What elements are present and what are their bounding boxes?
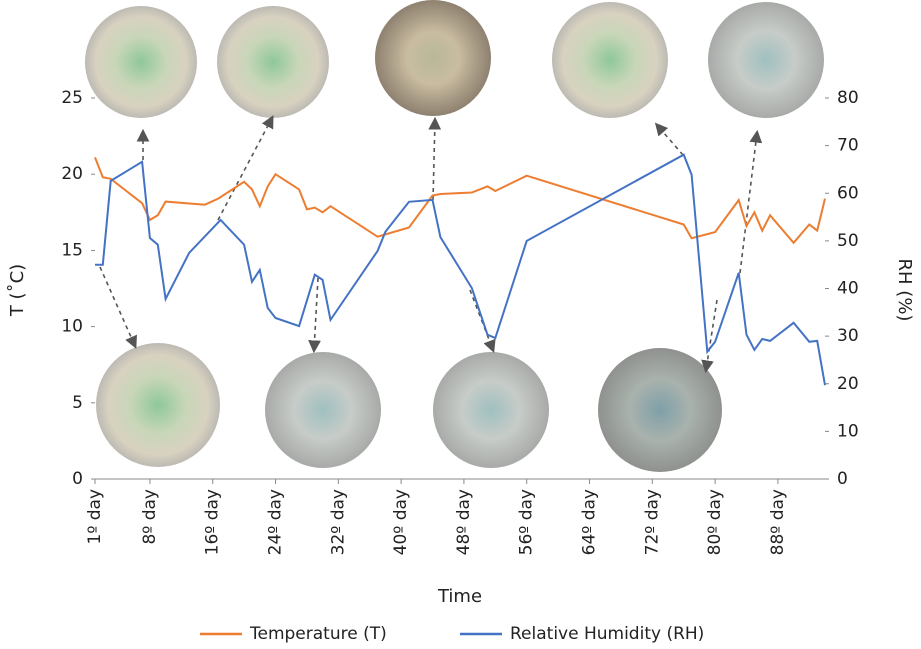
x-tick-label: 64º day xyxy=(580,489,600,555)
y2-tick-label: 60 xyxy=(837,183,859,203)
arrow xyxy=(218,118,272,220)
y-tick-label: 15 xyxy=(61,240,83,260)
photo xyxy=(85,6,197,118)
y-tick-label: 10 xyxy=(61,317,83,337)
y2-tick-label: 0 xyxy=(837,469,848,489)
y2-tick-label: 30 xyxy=(837,326,859,346)
arrow xyxy=(470,290,493,350)
photos xyxy=(85,0,824,472)
y-axis-title: T (˚C) xyxy=(7,264,28,317)
x-tick-label: 80º day xyxy=(705,489,725,555)
x-tick-label: 24º day xyxy=(266,489,286,555)
x-tick-label: 72º day xyxy=(642,489,662,555)
photo xyxy=(96,343,220,467)
legend-label: Relative Humidity (RH) xyxy=(510,624,704,644)
x-axis-title: Time xyxy=(437,586,482,607)
y-tick-label: 25 xyxy=(61,88,83,108)
y2-axis-title: RH (%) xyxy=(894,259,915,322)
y-tick-label: 20 xyxy=(61,164,83,184)
photo xyxy=(375,0,491,116)
arrow xyxy=(314,278,318,350)
photo xyxy=(598,348,722,472)
x-tick-label: 88º day xyxy=(768,489,788,555)
y2-tick-label: 70 xyxy=(837,136,859,156)
arrow xyxy=(433,120,435,200)
legend-label: Temperature (T) xyxy=(249,624,387,644)
photo xyxy=(552,2,668,118)
x-tick-label: 48º day xyxy=(454,489,474,555)
y2-tick-label: 50 xyxy=(837,231,859,251)
y2-tick-label: 10 xyxy=(837,421,859,441)
line xyxy=(95,157,825,242)
arrow xyxy=(740,133,757,273)
arrow xyxy=(657,125,683,155)
x-tick-label: 56º day xyxy=(517,489,537,555)
arrow xyxy=(100,267,135,346)
x-tick-label: 8º day xyxy=(140,489,160,545)
x-tick-label: 40º day xyxy=(391,489,411,555)
x-tick-label: 1º day xyxy=(85,489,105,545)
y2-tick-label: 40 xyxy=(837,279,859,299)
chart: T (˚C) RH (%) Time 0 5 10 15 20 25 0 10 20 30 40 50… xyxy=(0,0,921,649)
arrow xyxy=(706,300,717,370)
y-tick-label: 5 xyxy=(72,393,83,413)
y-tick-label: 0 xyxy=(72,469,83,489)
photo xyxy=(433,352,549,468)
x-tick-label: 32º day xyxy=(328,489,348,555)
x-tick-label: 16º day xyxy=(203,489,223,555)
photo xyxy=(265,352,381,468)
y2-tick-label: 80 xyxy=(837,88,859,108)
line xyxy=(95,155,825,386)
y2-tick-label: 20 xyxy=(837,374,859,394)
photo xyxy=(217,6,329,118)
photo xyxy=(708,2,824,118)
